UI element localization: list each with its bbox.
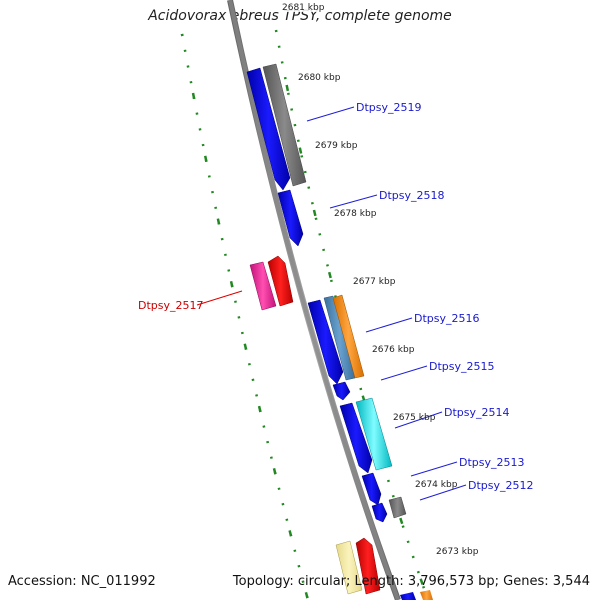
gene-dtpsy-2514[interactable]	[339, 402, 373, 474]
tick-label: 2673 kbp	[436, 547, 479, 557]
accession-text: Accession: NC_011992	[8, 574, 156, 589]
leader-2512	[419, 484, 467, 501]
gene-red-bottom[interactable]	[355, 537, 381, 595]
tick-label: 2676 kbp	[372, 345, 415, 355]
gene-label-2514[interactable]: Dtpsy_2514	[444, 406, 510, 419]
leader-2513	[410, 461, 458, 477]
gene-dtpsy-2515[interactable]	[332, 381, 351, 401]
tick-label: 2675 kbp	[393, 413, 436, 423]
gene-gray-small[interactable]	[388, 496, 407, 519]
gene-label-2516[interactable]: Dtpsy_2516	[414, 312, 480, 325]
tick-label: 2674 kbp	[415, 480, 458, 490]
gene-dtpsy-2518[interactable]	[277, 189, 304, 247]
inner-major-ticks	[274, 29, 430, 600]
map-title: Acidovorax ebreus TPSY, complete genome	[148, 8, 452, 24]
gene-label-2518[interactable]: Dtpsy_2518	[379, 189, 445, 202]
leader-2518	[329, 194, 378, 209]
gene-dtpsy-2517[interactable]	[267, 255, 294, 307]
gene-dtpsy-2512[interactable]	[371, 502, 388, 523]
tick-label: 2680 kbp	[298, 73, 341, 83]
gene-label-2513[interactable]: Dtpsy_2513	[459, 456, 525, 469]
gene-cyan-feature[interactable]	[355, 397, 393, 471]
gene-label-2515[interactable]: Dtpsy_2515	[429, 360, 495, 373]
topology-text: Topology: circular; Length: 3,796,573 bp…	[232, 574, 590, 589]
gene-khaki-feature[interactable]	[335, 540, 363, 595]
gene-bottom-blue[interactable]	[400, 592, 416, 600]
gene-orange-feature[interactable]	[332, 294, 365, 379]
tick-label: 2678 kbp	[334, 209, 377, 219]
gene-bottom-orange[interactable]	[420, 590, 433, 600]
tick-label: 2681 kbp	[282, 3, 325, 13]
gene-dtpsy-2519[interactable]	[246, 67, 291, 191]
gene-dtpsy-2517-pink[interactable]	[249, 261, 277, 311]
leader-2514	[394, 411, 443, 429]
outer-tick-ring	[180, 33, 310, 600]
gene-gray-feature[interactable]	[262, 63, 307, 187]
tick-label: 2679 kbp	[315, 141, 358, 151]
leader-2515	[380, 365, 428, 381]
leader-2516	[365, 317, 413, 333]
gene-label-2512[interactable]: Dtpsy_2512	[468, 479, 534, 492]
gene-dtpsy-2513[interactable]	[361, 472, 382, 506]
gene-label-2517[interactable]: Dtpsy_2517	[138, 299, 204, 312]
gene-label-2519[interactable]: Dtpsy_2519	[356, 101, 422, 114]
leader-2517	[196, 290, 243, 306]
gene-dtpsy-2516[interactable]	[307, 299, 344, 385]
tick-label: 2677 kbp	[353, 277, 396, 287]
leader-2519	[306, 106, 355, 122]
